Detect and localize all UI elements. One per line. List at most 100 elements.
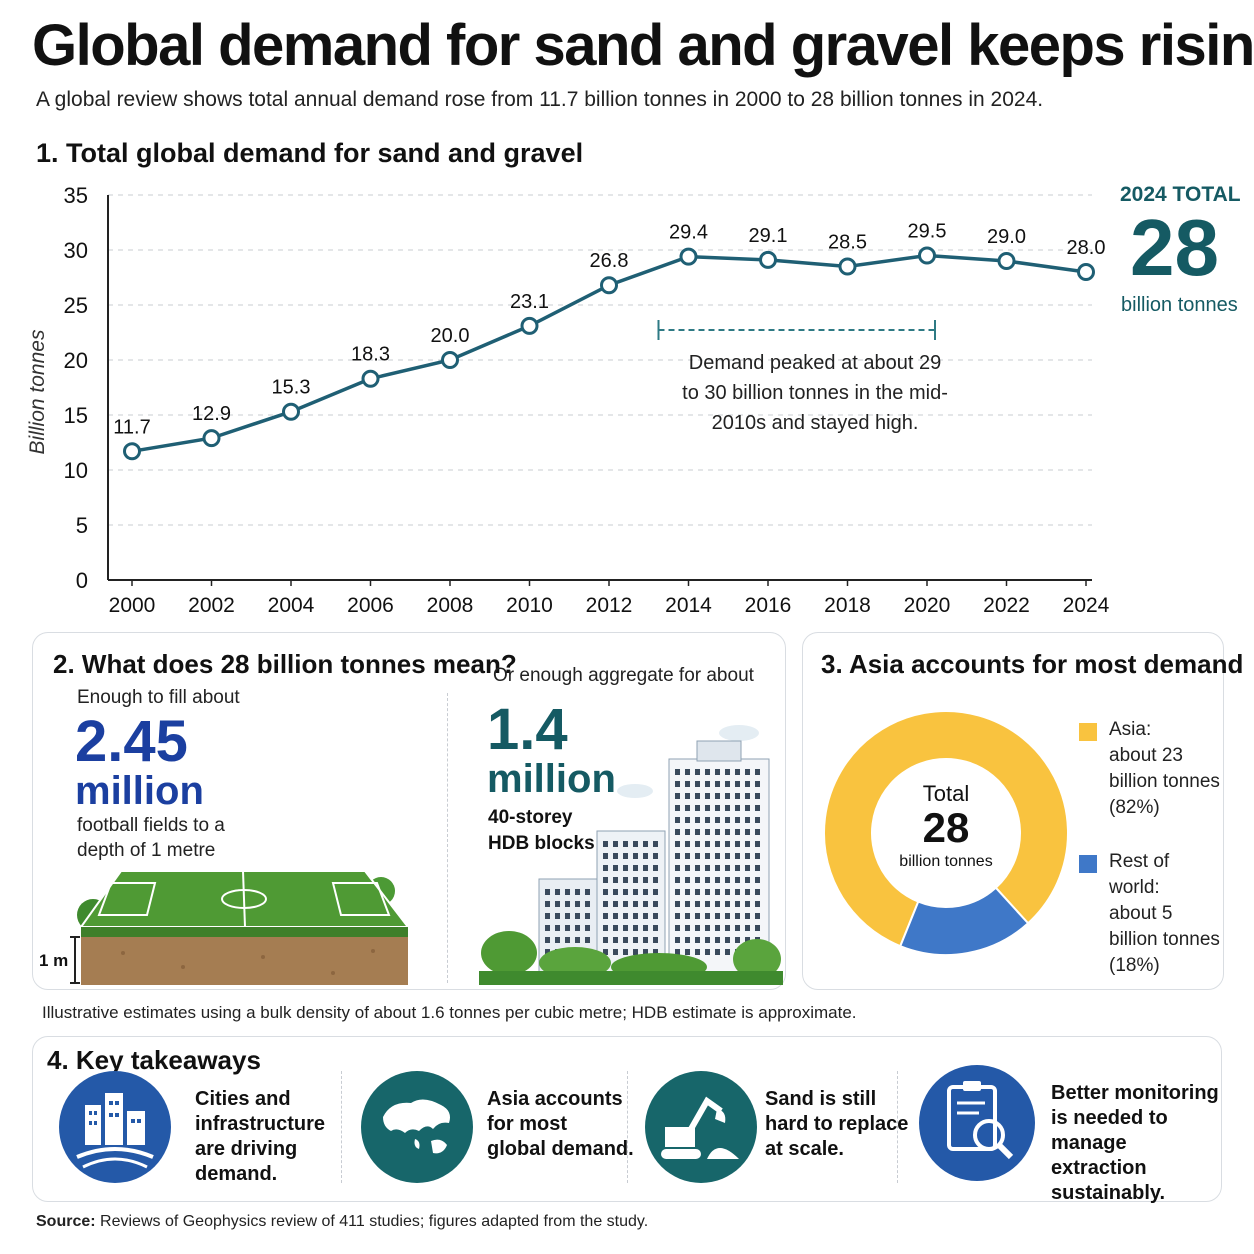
hdb-window: [735, 913, 740, 919]
takeaway-divider: [341, 1071, 342, 1183]
data-point: [997, 252, 1016, 270]
hdb-window: [735, 781, 740, 787]
hdb-window: [705, 793, 710, 799]
hdb-window: [705, 805, 710, 811]
hdb-window: [715, 901, 720, 907]
hdb-window: [725, 853, 730, 859]
y-tick-label: 5: [76, 513, 88, 538]
data-label: 23.1: [510, 291, 549, 313]
y-tick-label: 30: [64, 238, 88, 263]
section-2-title: 2. What does 28 billion tonnes mean?: [53, 649, 517, 679]
hdb-window: [745, 865, 750, 871]
hdb-window: [633, 925, 638, 931]
hdb-window: [623, 925, 628, 931]
hdb-window: [565, 913, 570, 919]
hdb-window: [545, 901, 550, 907]
data-point: [1077, 263, 1095, 281]
hdb-window: [675, 901, 680, 907]
data-label: 20.0: [431, 325, 470, 347]
comparison-card: 2. What does 28 billion tonnes mean? Eno…: [32, 632, 786, 990]
hdb-window: [695, 853, 700, 859]
hdb-window: [653, 865, 658, 871]
hdb-window: [675, 853, 680, 859]
hdb-window: [603, 925, 608, 931]
hdb-window: [755, 913, 760, 919]
hdb-window: [653, 901, 658, 907]
hdb-window: [715, 841, 720, 847]
hdb-window: [675, 913, 680, 919]
hdb-window: [725, 829, 730, 835]
donut-center-unit: billion tonnes: [899, 853, 993, 870]
data-label: 29.1: [749, 225, 788, 247]
hdb-window: [603, 853, 608, 859]
hdb-window: [643, 865, 648, 871]
card-divider: [447, 693, 448, 983]
data-label: 12.9: [192, 403, 231, 425]
data-point: [441, 351, 459, 369]
hdb-window: [705, 865, 710, 871]
hdb-window: [633, 889, 638, 895]
hdb-window: [745, 925, 750, 931]
hdb-window: [675, 949, 680, 955]
hdb-window: [725, 925, 730, 931]
hdb-window: [715, 853, 720, 859]
hdb-window: [613, 853, 618, 859]
data-point: [202, 429, 221, 448]
hdb-window: [613, 901, 618, 907]
peak-annotation: Demand peaked at about 29 to 30 billion …: [682, 352, 948, 434]
peak-range-bracket: [657, 320, 936, 340]
x-tick-label: 2024: [1063, 594, 1110, 617]
hdb-window: [675, 937, 680, 943]
hdb-window: [695, 805, 700, 811]
donut-slice-asia: [823, 710, 1069, 948]
hdb-window: [643, 841, 648, 847]
hdb-window: [695, 841, 700, 847]
y-tick-label: 20: [64, 348, 88, 373]
hdb-window: [705, 877, 710, 883]
x-tick-labels: 2000 2002 2004 2006 2008 2010 2012 2014 2016 2018…: [109, 594, 1110, 617]
total-2024-label: 2024 TOTAL: [1120, 183, 1241, 206]
x-tick-label: 2002: [188, 594, 235, 617]
hdb-window: [643, 949, 648, 955]
hdb-window: [613, 877, 618, 883]
hdb-window: [715, 817, 720, 823]
takeaways-card: 4. Key takeaways Cities and infrastructur…: [32, 1036, 1222, 1204]
hdb-window: [685, 841, 690, 847]
hdb-window: [653, 877, 658, 883]
hdb-window: [695, 865, 700, 871]
data-label: 28.0: [1067, 237, 1106, 259]
hdb-window: [575, 913, 580, 919]
hdb-window: [643, 877, 648, 883]
hdb-window: [705, 817, 710, 823]
total-2024-unit: billion tonnes: [1121, 294, 1238, 316]
chart-grid: [108, 194, 1092, 526]
hdb-window: [623, 865, 628, 871]
total-2024-value: 28: [1130, 203, 1219, 292]
hdb-window: [685, 805, 690, 811]
hdb-window: [685, 781, 690, 787]
hdb-window: [603, 949, 608, 955]
hdb-window: [575, 901, 580, 907]
y-tick-label: 0: [76, 568, 88, 593]
hdb-intro: Or enough aggregate for about: [493, 665, 754, 686]
asia-share-card: 3. Asia accounts for most demand Total 2…: [802, 632, 1243, 990]
data-point: [282, 402, 300, 421]
hdb-window: [735, 841, 740, 847]
hdb-window: [725, 781, 730, 787]
hdb-window: [755, 877, 760, 883]
hdb-window: [623, 877, 628, 883]
data-point: [918, 246, 936, 265]
hdb-window: [695, 913, 700, 919]
hdb-window: [745, 937, 750, 943]
takeaway-3-text: Sand is still hard to replace at scale.: [765, 1088, 909, 1160]
football-field-illustration: [70, 870, 411, 985]
hdb-window: [675, 793, 680, 799]
hdb-window: [695, 769, 700, 775]
hdb-window: [705, 841, 710, 847]
hdb-window: [623, 913, 628, 919]
hdb-window: [705, 949, 710, 955]
hdb-window: [685, 949, 690, 955]
data-label: 15.3: [272, 377, 311, 399]
hdb-window: [603, 877, 608, 883]
hdb-window: [745, 781, 750, 787]
